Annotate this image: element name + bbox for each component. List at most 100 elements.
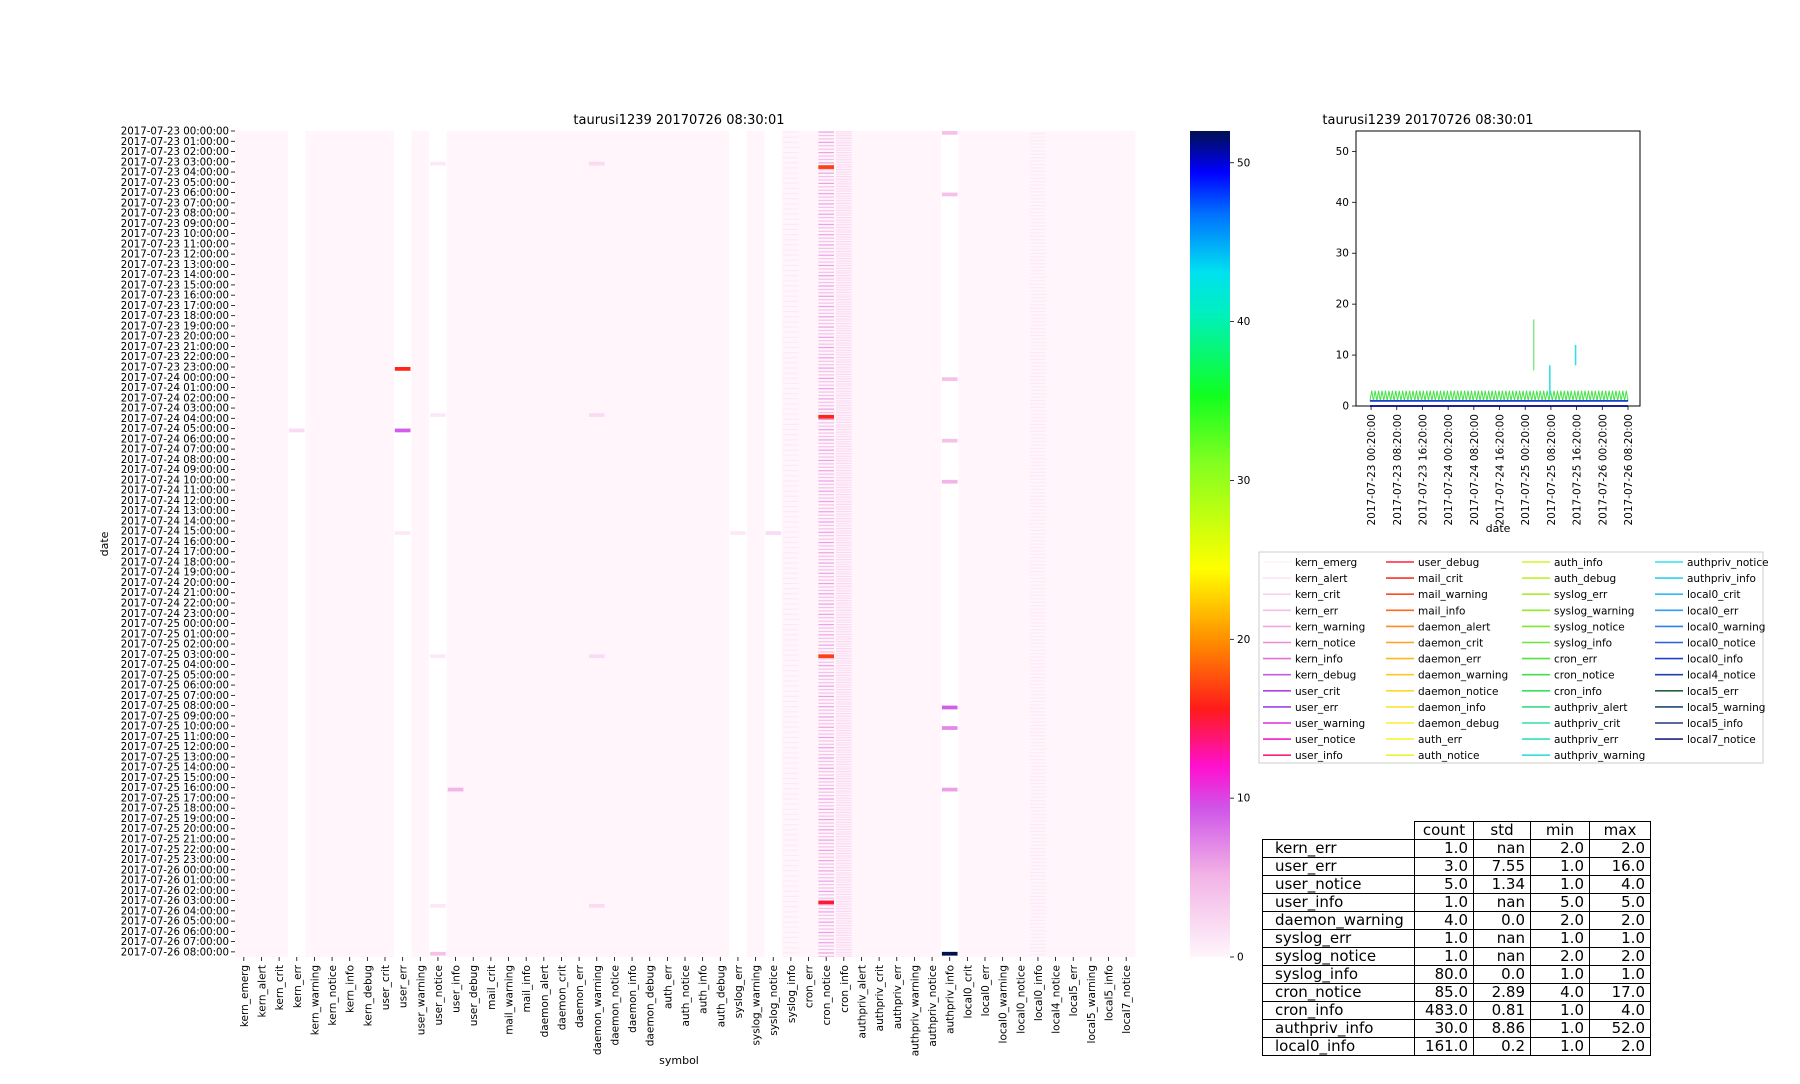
heatmap-column-label: local0_warning [998,965,1010,1043]
heatmap-cell [783,788,799,790]
heatmap-cell [836,475,852,476]
heatmap-column-label: user_warning [415,965,427,1035]
heatmap-cell [1030,447,1046,449]
heatmap-cell [818,288,834,291]
heatmap-cell [783,829,799,831]
heatmap-cell [1030,714,1046,716]
heatmap-column-label: user_notice [433,965,445,1026]
heatmap-row-label: 2017-07-26 05:00:00 [121,917,229,928]
heatmap-cell [783,480,799,482]
heatmap-column-label: daemon_warning [592,965,604,1055]
heatmap-cell [818,131,834,133]
heatmap-cell [836,923,852,925]
heatmap-cell [1030,423,1046,425]
heatmap-cell [836,411,852,413]
heatmap-cell [1030,933,1046,935]
heatmap-cell [818,685,834,687]
heatmap-cell [818,582,834,585]
heatmap-cell [1030,837,1046,839]
heatmap-cell [836,608,852,610]
heatmap-cell [818,795,834,797]
heatmap-cell [783,711,799,713]
heatmap-column-label: local5_info [1104,965,1116,1021]
table-row: authpriv_info 30.0 8.86 1.0 52.0 [1262,1019,1651,1038]
heatmap-cell [1030,406,1046,408]
heatmap-cell [836,441,852,442]
heatmap-cell [818,620,834,622]
heatmap-cell [818,504,834,506]
heatmap-cell [783,752,799,754]
heatmap-cell [1030,263,1046,265]
table-header-max: max [1589,821,1651,840]
heatmap-cell [1030,670,1046,672]
heatmap-cell [836,610,852,612]
heatmap-cell [836,933,852,935]
heatmap-cell [836,883,852,885]
heatmap-cell [818,323,834,325]
heatmap-cell [836,488,852,490]
heatmap-column-bg [517,131,536,957]
heatmap-cell [783,300,799,302]
heatmap-cell [836,399,852,401]
heatmap-cell [836,246,852,247]
heatmap-row-label: 2017-07-23 13:00:00 [121,260,229,271]
heatmap-cell [783,665,799,667]
heatmap-cell [1030,755,1046,757]
heatmap-cell [836,437,852,439]
heatmap-column-label: auth_err [662,964,674,1009]
heatmap-cell [783,239,799,241]
legend-label: user_debug [1418,557,1479,569]
heatmap-cell [836,926,852,928]
heatmap-column-label: authpriv_err [892,964,904,1029]
table-cell: nan [1473,947,1531,966]
table-cell: 1.0 [1530,857,1590,876]
heatmap-cell [783,259,799,261]
heatmap-cell [836,167,852,169]
heatmap-cell [836,666,852,668]
heatmap-cell [836,788,852,789]
heatmap-column-label: syslog_notice [768,965,780,1036]
heatmap-cell [836,653,852,654]
legend-label: local0_notice [1687,638,1756,650]
legend-label: auth_debug [1554,573,1616,585]
heatmap-cell [818,134,834,137]
legend-label: mail_info [1418,605,1465,617]
heatmap-cell [836,331,852,333]
table-cell: 161.0 [1414,1037,1474,1056]
heatmap-cell [818,596,834,598]
heatmap-cell [1030,769,1046,771]
heatmap-xlabel: symbol [659,1054,699,1067]
heatmap-cell [836,213,852,215]
table-cell: 2.89 [1473,983,1531,1002]
heatmap-cell [836,283,852,285]
heatmap-cell [836,885,852,887]
heatmap-cell [783,146,799,148]
heatmap-cell [588,413,605,417]
heatmap-cell [1030,885,1046,887]
heatmap-cell [836,837,852,839]
heatmap-cell [783,182,799,184]
heatmap-cell [783,865,799,867]
heatmap-row-label: 2017-07-23 20:00:00 [121,332,229,343]
heatmap-cell [818,801,834,804]
heatmap-cell [818,647,834,650]
heatmap-cell [836,730,852,731]
heatmap-cell [1030,454,1046,456]
table-cell: 30.0 [1414,1019,1474,1038]
heatmap-cell [1030,656,1046,658]
heatmap-row-label: 2017-07-25 10:00:00 [121,722,229,733]
heatmap-cell [836,526,852,528]
heatmap-cell [818,736,834,739]
heatmap-cell [783,577,799,579]
legend-label: kern_crit [1295,589,1340,601]
heatmap-cell [818,562,834,564]
heatmap-cell [783,685,799,687]
heatmap-cell [836,464,852,466]
heatmap-cell [783,839,799,841]
heatmap-cell [1030,222,1046,224]
heatmap-cell [1030,687,1046,689]
heatmap-column-bg [270,131,289,957]
heatmap-cell [783,141,799,143]
heatmap-cell [818,706,834,708]
heatmap-cell [836,193,852,194]
